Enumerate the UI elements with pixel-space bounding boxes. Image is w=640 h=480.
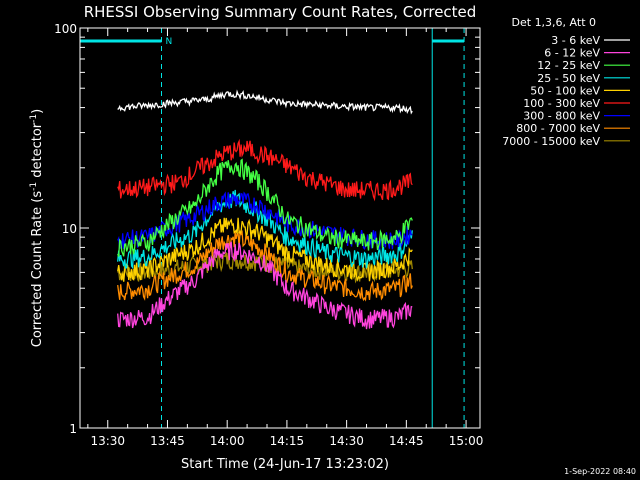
plot-timestamp: 1-Sep-2022 08:40 [564,467,636,476]
series-line-5 [117,138,413,202]
x-tick-label: 13:30 [90,434,125,448]
x-tick-label: 14:30 [329,434,364,448]
x-axis-label: Start Time (24-Jun-17 13:23:02) [181,457,389,472]
x-tick-label: 14:00 [210,434,245,448]
series-line-0 [117,89,413,115]
y-tick-label: 100 [54,22,77,36]
legend-entry-label: 12 - 25 keV [537,59,600,72]
x-axis: 13:30 13:45 14:00 14:15 14:30 14:45 15:00 [87,28,484,448]
series-line-1 [117,241,413,330]
night-label: N [165,37,172,47]
x-tick-label: 14:15 [270,434,305,448]
legend-title: Det 1,3,6, Att 0 [512,16,596,29]
y-axis-label: Corrected Count Rate (s-1 detector-1) [29,109,45,347]
y-tick-label: 10 [62,222,77,236]
x-tick-label: 15:00 [449,434,484,448]
legend-entry-label: 800 - 7000 keV [516,122,600,135]
series-line-2 [117,158,413,257]
series-group [117,89,413,330]
series-line-4 [117,217,413,282]
legend-entry-label: 3 - 6 keV [551,34,600,47]
x-tick-label: 14:45 [389,434,424,448]
series-line-7 [117,229,413,302]
series-line-8 [117,250,413,284]
series-line-3 [117,189,413,270]
legend-entry-label: 300 - 800 keV [523,110,600,123]
chart-title: RHESSI Observing Summary Count Rates, Co… [84,3,477,21]
legend-entry-label: 7000 - 15000 keV [502,135,600,148]
legend-entry-label: 50 - 100 keV [530,84,600,97]
legend-entry-label: 100 - 300 keV [523,97,600,110]
x-tick-label: 13:45 [150,434,185,448]
legend-entry-label: 6 - 12 keV [544,47,600,60]
legend-entry-label: 25 - 50 keV [537,72,600,85]
y-axis: 1 10 100 [54,22,480,436]
y-tick-label: 1 [69,422,77,436]
